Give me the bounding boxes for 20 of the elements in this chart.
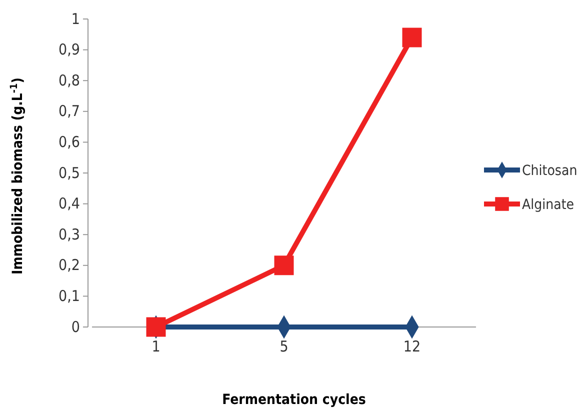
y-tick-label: 1 <box>71 10 80 28</box>
y-tick-label: 0 <box>71 318 80 336</box>
point <box>146 317 166 337</box>
point <box>274 256 294 276</box>
y-tick-label: 0,4 <box>58 194 80 213</box>
y-tick-label: 0,9 <box>58 40 80 59</box>
y-tick-label: 0,7 <box>58 102 80 120</box>
x-tick-label: 1 <box>152 338 160 356</box>
point <box>402 28 422 48</box>
y-tick-label: 0,5 <box>58 164 80 182</box>
y-tick-label: 0,6 <box>58 133 80 151</box>
y-tick-label: 0,1 <box>58 287 80 305</box>
legend-label: Alginate <box>522 197 574 213</box>
legend-label: Chitosan <box>522 163 578 179</box>
x-tick-label: 5 <box>280 338 288 356</box>
y-tick-label: 0,8 <box>58 71 80 90</box>
x-axis-title: Fermentation cycles <box>222 392 366 408</box>
y-tick-label: 0,3 <box>58 225 80 244</box>
x-tick-label: 12 <box>403 338 421 356</box>
y-tick-label: 0,2 <box>58 256 80 274</box>
